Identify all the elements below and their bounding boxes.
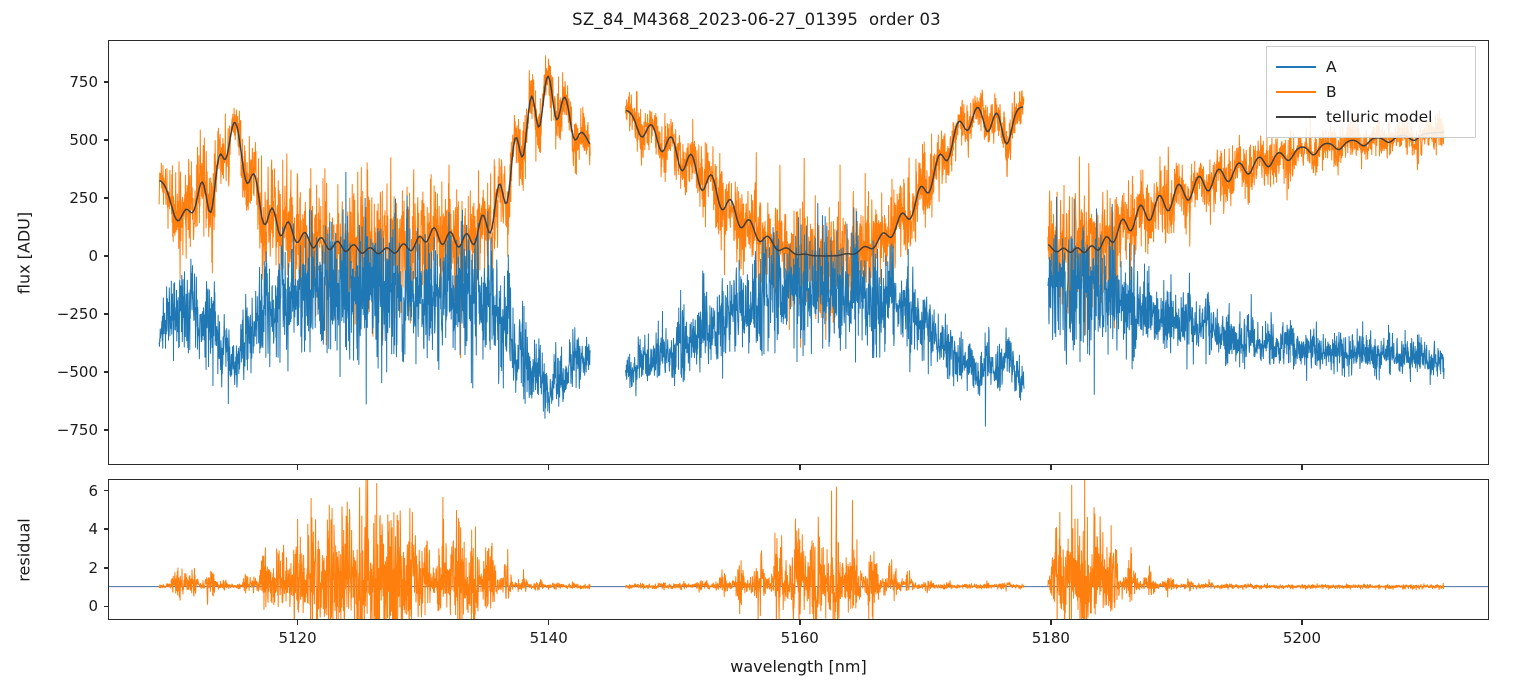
residual-panel xyxy=(108,479,1489,620)
legend-swatch-b xyxy=(1276,90,1316,93)
legend-label-b: B xyxy=(1326,82,1337,101)
x-tick-label-5180: 5180 xyxy=(1031,629,1070,647)
flux-panel xyxy=(108,40,1489,465)
y-tick-residual-2 xyxy=(103,567,108,569)
y-tick-label-flux--250: −250 xyxy=(56,305,98,324)
y-tick-label-residual-6: 6 xyxy=(88,481,98,500)
legend-item-b: B xyxy=(1276,79,1466,104)
y-tick-label-flux-0: 0 xyxy=(88,246,98,265)
x-tick-top-5120 xyxy=(296,465,299,470)
y-tick-flux-0 xyxy=(103,255,108,257)
y-tick-label-flux-250: 250 xyxy=(69,188,98,207)
y-tick-residual-6 xyxy=(103,489,108,492)
legend-swatch-a xyxy=(1276,65,1316,68)
y-tick-label-flux--750: −750 xyxy=(56,421,98,440)
y-tick-flux-500 xyxy=(103,139,108,141)
y-axis-label-flux: flux [ADU] xyxy=(14,211,34,294)
x-tick-label-5140: 5140 xyxy=(529,629,568,647)
x-tick-5160 xyxy=(799,620,801,625)
residual-trace-segment-3 xyxy=(1048,480,1444,619)
y-tick-label-residual-2: 2 xyxy=(88,558,98,577)
x-tick-top-5160 xyxy=(799,465,801,470)
x-tick-label-5160: 5160 xyxy=(780,629,819,647)
y-tick-label-residual-0: 0 xyxy=(88,597,98,616)
x-tick-top-5200 xyxy=(1301,465,1303,470)
y-tick-flux--250 xyxy=(103,313,108,315)
y-tick-flux-750 xyxy=(103,81,108,83)
flux-trace-a-segment-3 xyxy=(1048,197,1444,394)
x-tick-5120 xyxy=(296,620,299,625)
y-tick-flux--750 xyxy=(103,429,108,431)
x-tick-5200 xyxy=(1301,620,1303,625)
x-tick-label-5120: 5120 xyxy=(278,629,317,647)
y-tick-flux-250 xyxy=(103,197,108,199)
x-tick-label-5200: 5200 xyxy=(1282,629,1322,647)
legend: A B telluric model xyxy=(1266,46,1476,138)
x-tick-5140 xyxy=(547,620,550,625)
residual-trace-segment-2 xyxy=(625,487,1024,619)
x-axis-label: wavelength [nm] xyxy=(730,657,867,676)
x-tick-5180 xyxy=(1050,620,1052,625)
residual-plot-area xyxy=(109,480,1488,619)
x-tick-top-5180 xyxy=(1050,465,1052,470)
y-tick-residual-4 xyxy=(103,528,108,530)
figure-title: SZ_84_M4368_2023-06-27_01395 order 03 xyxy=(572,10,941,29)
y-tick-residual-0 xyxy=(103,605,108,608)
legend-item-telluric-model: telluric model xyxy=(1276,104,1466,129)
residual-trace-segment-1 xyxy=(159,480,590,619)
x-tick-top-5140 xyxy=(547,465,550,470)
y-tick-flux--500 xyxy=(103,371,108,373)
telluric-model-segment-1 xyxy=(159,76,589,253)
legend-item-a: A xyxy=(1276,54,1466,79)
flux-trace-a-segment-1 xyxy=(159,172,590,418)
telluric-model-segment-2 xyxy=(626,107,1023,256)
y-axis-label-residual: residual xyxy=(14,517,34,582)
y-tick-label-flux-750: 750 xyxy=(69,72,98,91)
legend-label-a: A xyxy=(1326,57,1337,76)
y-tick-label-flux-500: 500 xyxy=(69,130,98,149)
legend-swatch-telluric-model xyxy=(1276,115,1316,118)
flux-trace-a-segment-2 xyxy=(625,203,1024,426)
y-tick-label-residual-4: 4 xyxy=(88,520,98,539)
legend-label-telluric-model: telluric model xyxy=(1326,107,1433,126)
y-tick-label-flux--500: −500 xyxy=(56,363,98,382)
